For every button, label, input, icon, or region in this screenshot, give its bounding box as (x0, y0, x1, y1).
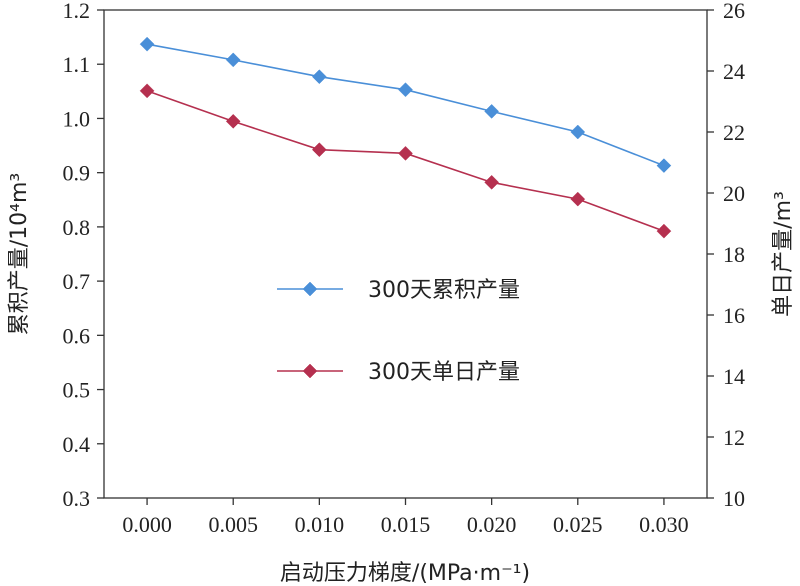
series-layer (139, 36, 672, 239)
right-y-tick-label: 14 (723, 364, 745, 389)
right-y-axis-title: 单日产量/m³ (771, 191, 796, 317)
x-tick-label: 0.015 (381, 512, 431, 537)
series-1-point (225, 52, 241, 68)
left-y-axis-ticks: 0.3 0.4 0.5 0.6 0.7 0.8 0.9 1.0 1.1 1.2 (63, 0, 104, 511)
series-2-point (398, 145, 413, 161)
right-y-tick-label: 26 (723, 0, 745, 23)
right-y-axis-ticks: 10 12 14 16 18 20 22 24 26 (707, 0, 745, 511)
x-tick-label: 0.025 (553, 512, 603, 537)
right-y-tick-label: 18 (723, 242, 745, 267)
left-y-tick-label: 1.1 (63, 52, 91, 77)
series-2-point (656, 223, 672, 239)
series-1-point (484, 104, 499, 119)
right-y-tick-label: 24 (723, 59, 745, 84)
left-y-tick-label: 0.6 (63, 323, 91, 348)
left-y-tick-label: 0.9 (63, 161, 91, 186)
legend: 300天累积产量 300天单日产量 (277, 278, 520, 385)
series-1-point (398, 82, 413, 98)
right-y-tick-label: 16 (723, 303, 745, 328)
left-y-tick-label: 1.2 (63, 0, 91, 23)
left-y-tick-label: 0.8 (63, 215, 91, 240)
series-2-line (146, 90, 665, 232)
right-y-tick-label: 12 (723, 425, 745, 450)
series-2-point (139, 83, 155, 99)
series-2-point (484, 174, 499, 190)
left-y-tick-label: 0.3 (63, 486, 91, 511)
x-tick-label: 0.000 (122, 512, 172, 537)
x-axis-ticks: 0.000 0.005 0.010 0.015 0.020 0.025 0.030 (122, 498, 689, 537)
series-2-point (312, 142, 327, 158)
right-y-tick-label: 20 (723, 181, 745, 206)
series-1-point (139, 36, 155, 52)
series-1-point (312, 69, 327, 85)
series-2-point (570, 191, 586, 207)
left-y-axis-title: 累积产量/10⁴m³ (7, 173, 32, 335)
series-1-point (656, 158, 672, 173)
x-axis-title: 启动压力梯度/(MPa·m⁻¹) (280, 561, 530, 586)
legend-label-2: 300天单日产量 (368, 360, 520, 385)
legend-marker-2 (302, 363, 318, 379)
legend-marker-1 (302, 281, 318, 297)
right-y-tick-label: 10 (723, 486, 745, 511)
legend-label-1: 300天累积产量 (368, 278, 520, 303)
left-y-tick-label: 1.0 (63, 106, 91, 131)
x-tick-label: 0.010 (295, 512, 345, 537)
right-y-tick-label: 22 (723, 120, 745, 145)
x-tick-label: 0.030 (639, 512, 689, 537)
left-y-tick-label: 0.7 (63, 269, 91, 294)
left-y-tick-label: 0.5 (63, 378, 91, 403)
x-tick-label: 0.005 (208, 512, 258, 537)
series-2-point (225, 113, 241, 129)
left-y-tick-label: 0.4 (63, 432, 91, 457)
series-1-point (570, 124, 586, 140)
x-tick-label: 0.020 (467, 512, 517, 537)
